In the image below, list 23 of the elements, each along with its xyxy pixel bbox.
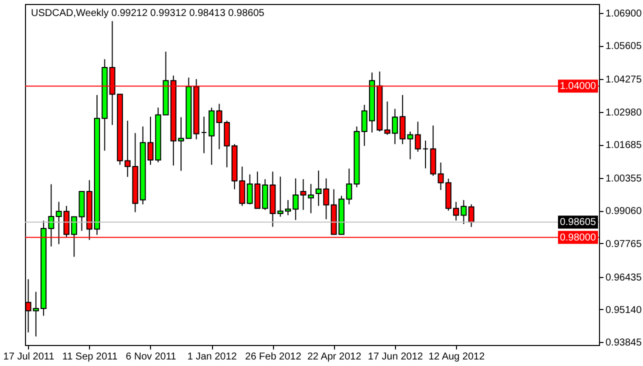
y-tick-label: 1.01685 [606, 140, 642, 152]
y-tick-label: 1.06900 [606, 8, 642, 20]
y-tick-label: 0.93845 [606, 338, 642, 349]
chart-title: USDCAD,Weekly 0.99212 0.99312 0.98413 0.98605 [31, 8, 265, 19]
y-tick-label: 0.99060 [606, 206, 642, 218]
x-tick-label: 22 Apr 2012 [307, 352, 362, 362]
y-tick-label: 0.96435 [606, 272, 642, 284]
y-tick-label: 0.97765 [606, 238, 642, 250]
x-tick-label: 17 Jun 2012 [368, 352, 424, 362]
x-tick-label: 17 Jul 2011 [3, 352, 55, 362]
y-tick-label: 0.95140 [606, 304, 642, 316]
x-tick-label: 6 Nov 2011 [126, 352, 177, 362]
y-tick-label: 1.02980 [606, 107, 642, 118]
x-tick-label: 11 Sep 2011 [62, 352, 118, 362]
ref-line-label: 0.98605 [560, 217, 596, 228]
x-tick-label: 12 Aug 2012 [428, 352, 486, 362]
x-tick-label: 1 Jan 2012 [187, 352, 238, 362]
ref-line-label: 0.98000 [560, 232, 596, 244]
x-tick-label: 26 Feb 2012 [245, 352, 302, 362]
ref-line-label: 1.04000 [560, 81, 596, 92]
y-tick-label: 1.05605 [606, 41, 642, 52]
y-tick-label: 1.04275 [606, 74, 642, 86]
y-tick-label: 1.00355 [606, 174, 642, 185]
